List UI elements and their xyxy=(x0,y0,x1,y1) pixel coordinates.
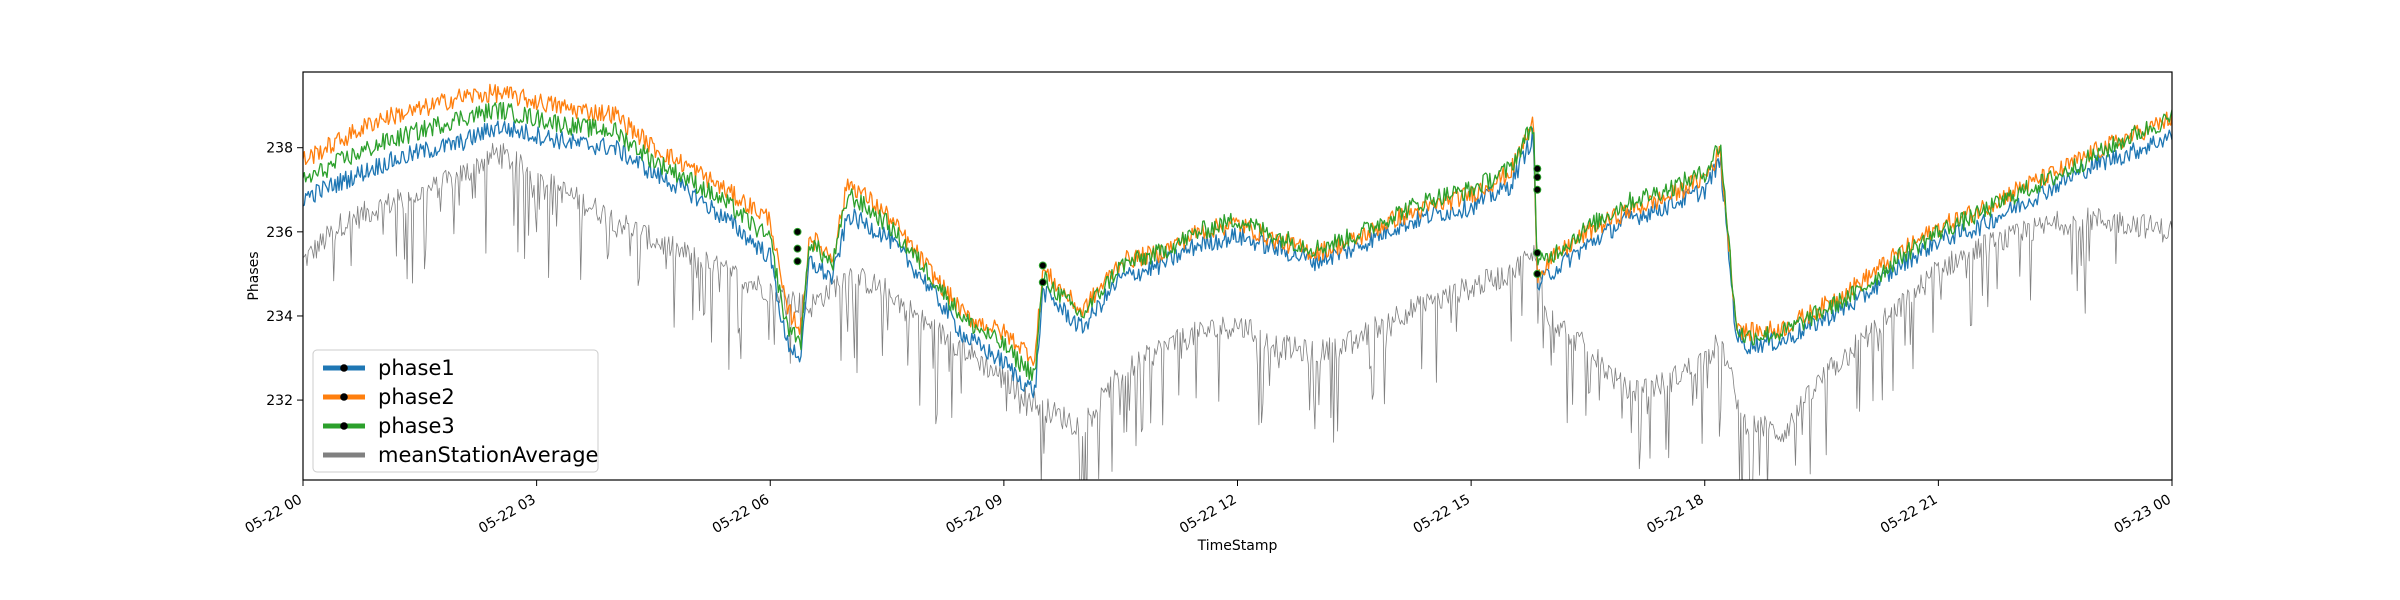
series-lines xyxy=(303,83,2172,480)
x-tick-label: 05-22 03 xyxy=(476,492,539,537)
legend-label: phase3 xyxy=(378,414,455,438)
y-axis-ticks: 232 234 236 238 xyxy=(266,141,303,409)
legend-marker xyxy=(340,422,348,430)
legend-label: phase2 xyxy=(378,385,455,409)
x-tick-label: 05-22 18 xyxy=(1644,492,1707,537)
y-tick-label: 232 xyxy=(266,393,293,409)
data-marker xyxy=(793,227,802,236)
data-marker xyxy=(1533,173,1542,182)
series-line-phase2 xyxy=(303,83,2172,366)
data-marker xyxy=(1533,269,1542,278)
y-tick-label: 236 xyxy=(266,225,293,241)
x-tick-label: 05-22 09 xyxy=(943,492,1006,537)
data-marker xyxy=(1533,248,1542,257)
data-marker xyxy=(793,244,802,253)
y-axis-label: Phases xyxy=(246,251,262,300)
x-tick-label: 05-23 00 xyxy=(2111,492,2174,537)
data-marker xyxy=(793,257,802,266)
legend-marker xyxy=(340,364,348,372)
legend-marker xyxy=(340,393,348,401)
legend-label: meanStationAverage xyxy=(378,443,598,467)
data-marker xyxy=(1533,164,1542,173)
x-axis-ticks: 05-22 00 05-22 03 05-22 06 05-22 09 05-22 12… xyxy=(242,480,2174,537)
x-tick-label: 05-22 00 xyxy=(242,492,305,537)
y-tick-label: 234 xyxy=(266,309,293,325)
legend-box xyxy=(312,349,599,473)
legend: phase1 phase2 phase3 meanStationAverage xyxy=(312,349,599,473)
x-tick-label: 05-22 15 xyxy=(1411,492,1474,537)
legend-label: phase1 xyxy=(378,356,455,380)
x-tick-label: 05-22 21 xyxy=(1878,492,1941,537)
x-axis-label: TimeStamp xyxy=(1197,538,1278,554)
x-tick-label: 05-22 06 xyxy=(710,492,773,537)
data-marker xyxy=(1533,185,1542,194)
data-marker xyxy=(1038,278,1047,287)
data-markers xyxy=(793,164,1542,287)
data-marker xyxy=(1038,261,1047,270)
series-line-phase3 xyxy=(303,101,2172,382)
series-line-meanStationAverage xyxy=(303,142,2172,480)
x-tick-label: 05-22 12 xyxy=(1177,492,1240,537)
y-tick-label: 238 xyxy=(266,141,293,157)
